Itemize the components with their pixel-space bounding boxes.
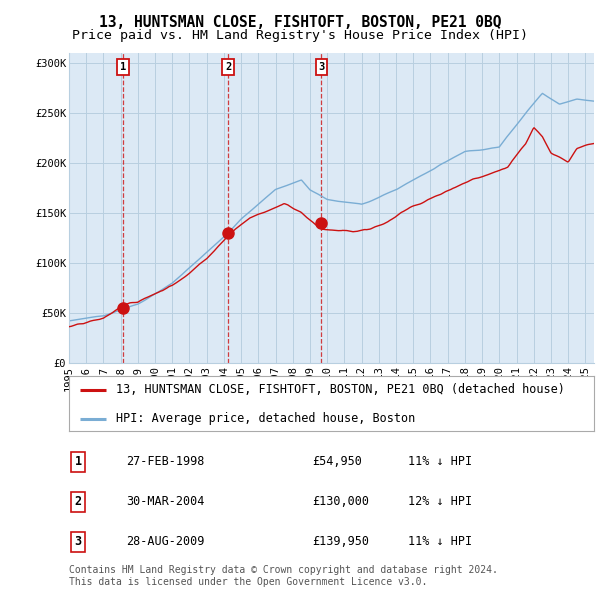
Text: £130,000: £130,000 — [312, 495, 369, 508]
Text: £54,950: £54,950 — [312, 455, 362, 468]
Text: 28-AUG-2009: 28-AUG-2009 — [126, 535, 205, 548]
Text: 2: 2 — [225, 62, 232, 72]
Text: HPI: Average price, detached house, Boston: HPI: Average price, detached house, Bost… — [116, 412, 415, 425]
Text: 12% ↓ HPI: 12% ↓ HPI — [408, 495, 472, 508]
Text: Contains HM Land Registry data © Crown copyright and database right 2024.
This d: Contains HM Land Registry data © Crown c… — [69, 565, 498, 587]
Text: 3: 3 — [74, 535, 82, 548]
Text: 13, HUNTSMAN CLOSE, FISHTOFT, BOSTON, PE21 0BQ: 13, HUNTSMAN CLOSE, FISHTOFT, BOSTON, PE… — [99, 15, 501, 30]
Text: £139,950: £139,950 — [312, 535, 369, 548]
Text: 1: 1 — [120, 62, 127, 72]
Text: 11% ↓ HPI: 11% ↓ HPI — [408, 455, 472, 468]
Text: 11% ↓ HPI: 11% ↓ HPI — [408, 535, 472, 548]
Text: 27-FEB-1998: 27-FEB-1998 — [126, 455, 205, 468]
Text: 30-MAR-2004: 30-MAR-2004 — [126, 495, 205, 508]
Text: 13, HUNTSMAN CLOSE, FISHTOFT, BOSTON, PE21 0BQ (detached house): 13, HUNTSMAN CLOSE, FISHTOFT, BOSTON, PE… — [116, 384, 565, 396]
Text: 3: 3 — [318, 62, 325, 72]
Text: 1: 1 — [74, 455, 82, 468]
Text: Price paid vs. HM Land Registry's House Price Index (HPI): Price paid vs. HM Land Registry's House … — [72, 29, 528, 42]
Text: 2: 2 — [74, 495, 82, 508]
